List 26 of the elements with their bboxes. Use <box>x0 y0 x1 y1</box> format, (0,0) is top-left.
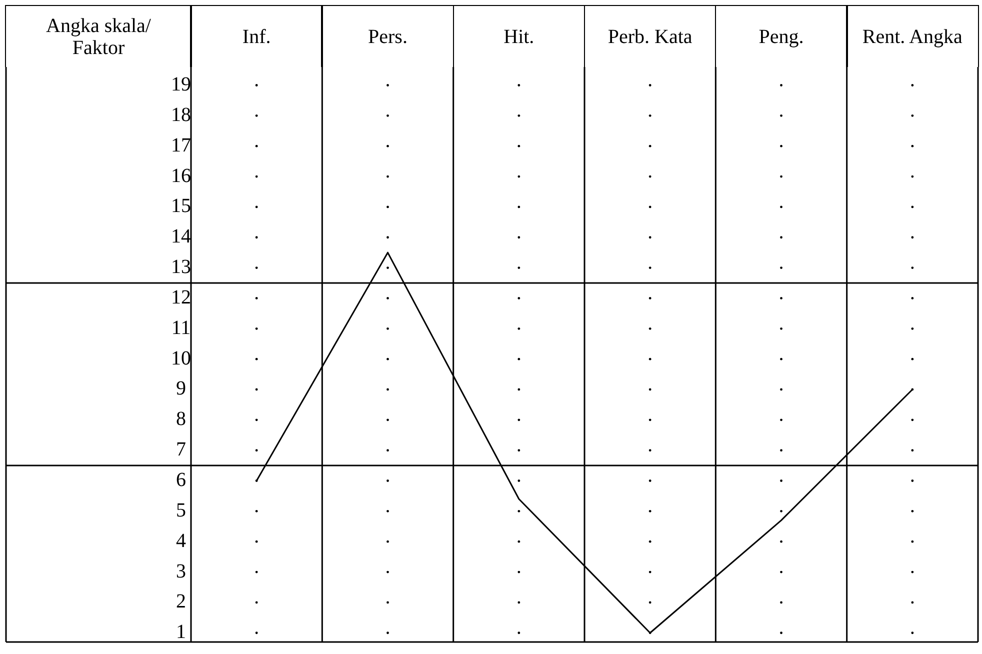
y-tick-label: 19 <box>171 74 191 96</box>
y-tick-label: 11 <box>171 316 191 339</box>
y-tick-label: 17 <box>171 134 191 156</box>
y-tick-label: 3 <box>176 560 186 582</box>
y-axis-title: Angka skala/ Faktor <box>5 5 192 67</box>
y-tick-label: 13 <box>171 256 191 278</box>
x-tick-label: Pers. <box>321 5 454 67</box>
y-tick-label: 1 <box>176 621 186 644</box>
y-tick-label: 12 <box>171 286 191 308</box>
y-tick-label: 16 <box>171 164 191 187</box>
x-tick-label: Peng. <box>714 5 848 67</box>
y-tick-label: 7 <box>176 438 186 461</box>
x-tick-label: Perb. Kata <box>584 5 716 67</box>
y-tick-label: 5 <box>176 499 186 522</box>
y-tick-label: 6 <box>176 469 186 492</box>
y-tick-label: 8 <box>176 408 186 430</box>
y-tick-label: 14 <box>171 226 191 248</box>
y-tick-label: 4 <box>176 530 186 552</box>
x-tick-label: Rent. Angka <box>846 5 979 67</box>
y-tick-label: 2 <box>176 590 186 613</box>
x-tick-label: Inf. <box>190 5 323 67</box>
y-tick-label: 15 <box>171 195 191 218</box>
y-tick-label: 9 <box>176 378 186 400</box>
y-tick-label: 18 <box>171 104 191 126</box>
x-tick-label: Hit. <box>452 5 586 67</box>
y-tick-label: 10 <box>171 347 191 370</box>
